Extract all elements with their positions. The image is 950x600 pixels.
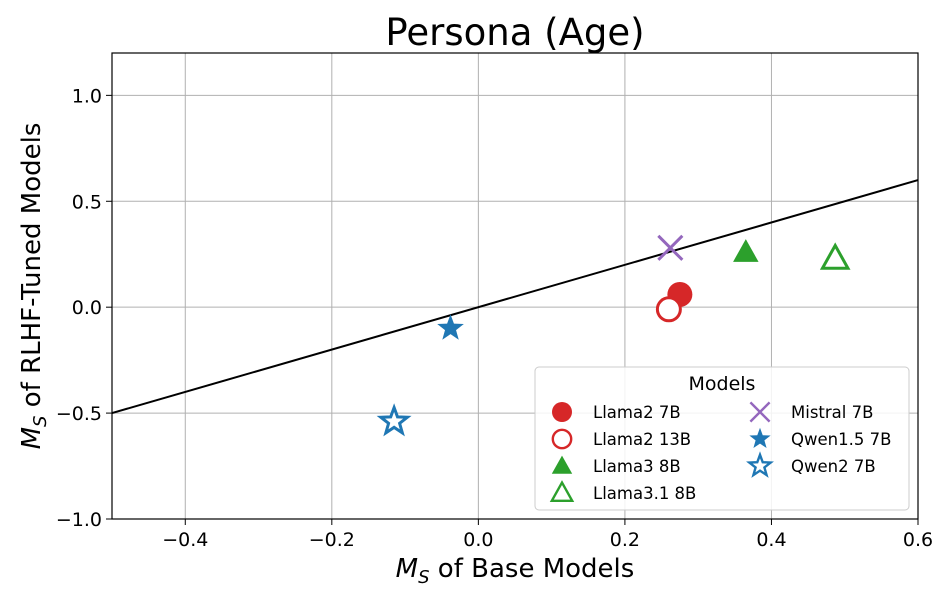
point-llama2-13b bbox=[655, 296, 682, 323]
y-tick-label: 0.5 bbox=[72, 191, 102, 213]
legend-marker-qwen2-7b bbox=[746, 451, 774, 478]
legend-label: Llama3.1 8B bbox=[593, 484, 696, 503]
legend-label: Mistral 7B bbox=[791, 403, 873, 422]
point-qwen1-5-7b bbox=[437, 314, 464, 340]
legend-title: Models bbox=[689, 373, 756, 395]
y-axis-label-text: of RLHF-Tuned Models bbox=[17, 123, 47, 416]
legend-box bbox=[534, 366, 910, 511]
y-tick-label: 1.0 bbox=[72, 85, 102, 107]
x-tick-label: 0.2 bbox=[610, 529, 640, 551]
legend-label: Llama2 13B bbox=[593, 430, 691, 449]
y-axis-label-subscript: S bbox=[30, 416, 51, 427]
y-axis-label-symbol: M bbox=[17, 427, 47, 449]
y-tick-label: 0.0 bbox=[72, 297, 102, 319]
y-tick-label: −0.5 bbox=[56, 403, 102, 425]
legend-marker-mistral-7b bbox=[749, 401, 771, 423]
x-axis-ticks: −0.4 −0.2 0.0 0.2 0.4 0.6 bbox=[162, 519, 933, 551]
legend-marker-llama2-13b bbox=[551, 428, 573, 450]
y-axis-ticks: −1.0 −0.5 0.0 0.5 1.0 bbox=[56, 85, 112, 531]
y-axis-label: MS of RLHF-Tuned Models bbox=[17, 123, 51, 450]
legend-marker-llama2-7b bbox=[552, 402, 572, 422]
x-tick-label: −0.4 bbox=[162, 529, 208, 551]
x-tick-label: −0.2 bbox=[309, 529, 355, 551]
x-tick-label: 0.6 bbox=[903, 529, 933, 551]
legend-label: Qwen2 7B bbox=[791, 457, 876, 476]
legend-label: Qwen1.5 7B bbox=[791, 430, 891, 449]
legend-items: Llama2 7B Llama2 13B Llama3 8B Llama3.1 8B M… bbox=[549, 401, 891, 503]
chart-title: Persona (Age) bbox=[385, 11, 644, 54]
x-axis-label-symbol: M bbox=[396, 554, 418, 584]
x-axis-label-text: of Base Models bbox=[430, 554, 635, 584]
reference-line bbox=[111, 179, 919, 415]
legend-marker-llama3-8b bbox=[551, 455, 573, 474]
y-tick-label: −1.0 bbox=[56, 509, 102, 531]
legend-marker-llama3-1-8b bbox=[549, 480, 575, 502]
x-tick-label: 0.4 bbox=[756, 529, 786, 551]
plot-frame bbox=[111, 52, 919, 520]
legend-label: Llama2 7B bbox=[593, 403, 681, 422]
x-tick-label: 0.0 bbox=[463, 529, 493, 551]
point-llama3-8b bbox=[733, 239, 759, 262]
legend-marker-qwen1-5-7b bbox=[749, 427, 771, 449]
point-llama3-1-8b bbox=[819, 242, 851, 270]
x-axis-label-subscript: S bbox=[418, 567, 429, 588]
legend-label: Llama3 8B bbox=[593, 457, 681, 476]
point-qwen2-7b bbox=[376, 403, 412, 437]
point-mistral-7b bbox=[657, 234, 684, 261]
x-axis-label: MS of Base Models bbox=[396, 554, 635, 588]
plot-content bbox=[111, 179, 919, 437]
